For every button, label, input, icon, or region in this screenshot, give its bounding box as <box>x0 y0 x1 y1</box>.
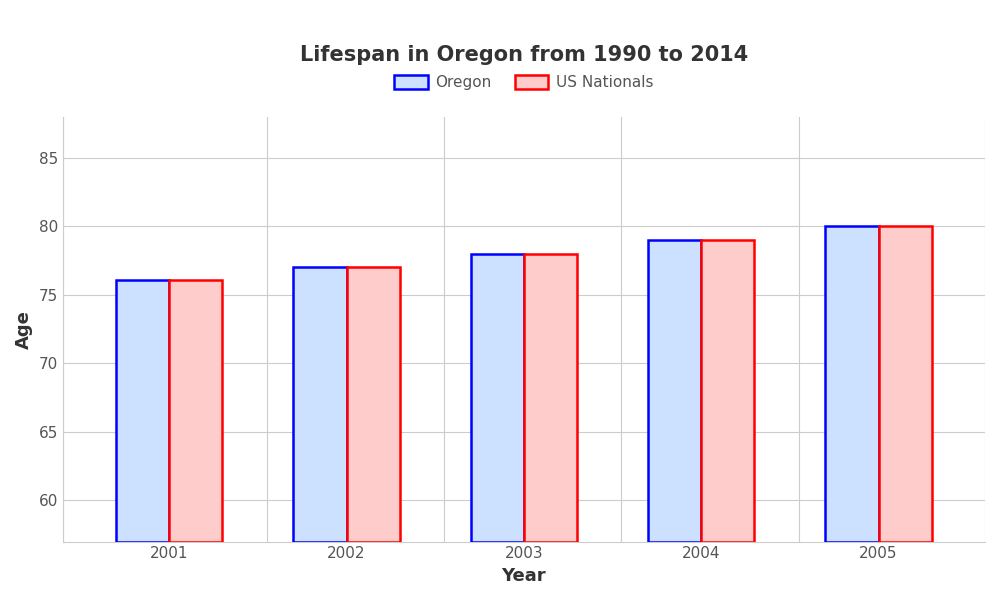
Bar <box>879 226 932 542</box>
Title: Lifespan in Oregon from 1990 to 2014: Lifespan in Oregon from 1990 to 2014 <box>300 45 748 65</box>
Bar <box>169 280 222 542</box>
Bar <box>825 226 879 542</box>
Bar <box>524 254 577 542</box>
Bar <box>116 280 169 542</box>
X-axis label: Year: Year <box>502 567 546 585</box>
Legend: Oregon, US Nationals: Oregon, US Nationals <box>388 69 660 96</box>
Bar <box>701 240 754 542</box>
Bar <box>293 268 347 542</box>
Bar <box>347 268 400 542</box>
Bar <box>648 240 701 542</box>
Bar <box>471 254 524 542</box>
Y-axis label: Age: Age <box>15 310 33 349</box>
